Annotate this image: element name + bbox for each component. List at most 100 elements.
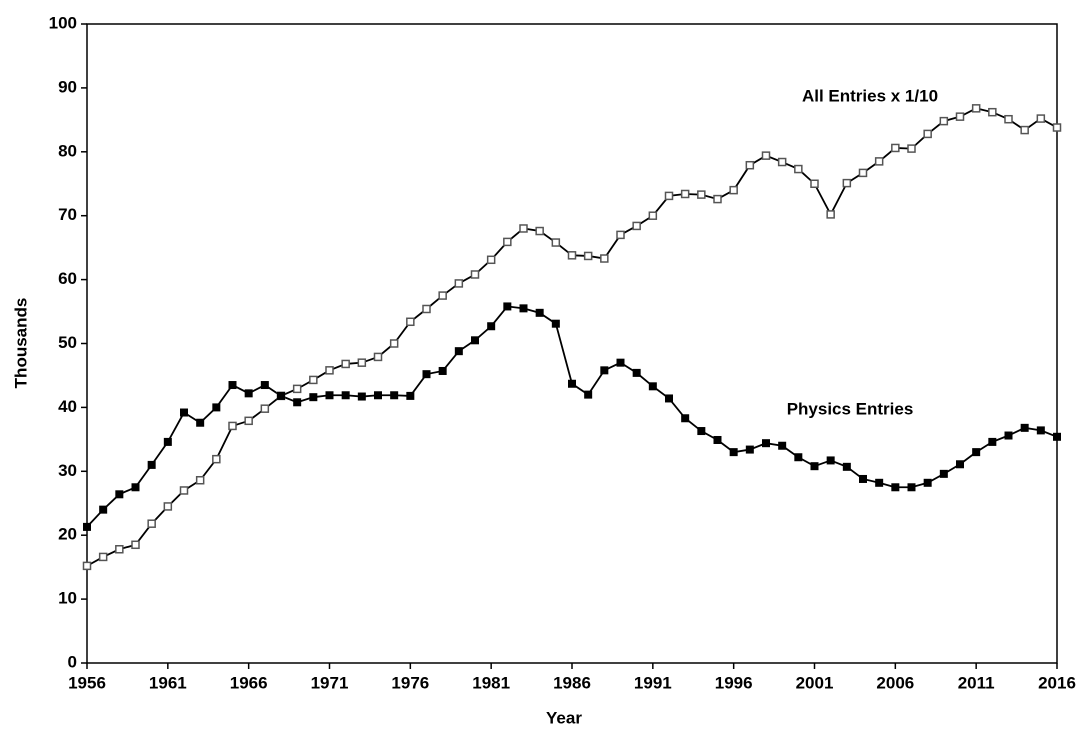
marker	[697, 427, 706, 436]
y-tick-label: 100	[49, 13, 77, 32]
x-tick-label: 1981	[472, 673, 510, 692]
marker	[422, 304, 431, 314]
marker	[341, 359, 350, 369]
x-tick-label: 2001	[796, 673, 834, 692]
marker	[503, 237, 512, 247]
y-tick-label: 80	[58, 141, 77, 160]
marker	[406, 391, 415, 400]
x-tick-label: 1991	[634, 673, 672, 692]
marker	[228, 381, 237, 390]
marker	[584, 390, 593, 399]
marker	[794, 453, 803, 462]
marker	[535, 308, 544, 317]
marker	[875, 478, 884, 487]
marker	[971, 104, 981, 113]
plot-frame	[86, 23, 1058, 664]
series-label: Physics Entries	[787, 399, 914, 418]
marker	[422, 370, 431, 379]
marker	[923, 478, 932, 487]
marker	[697, 190, 706, 199]
y-tick-label: 50	[58, 333, 77, 352]
marker	[939, 469, 948, 478]
marker	[83, 522, 91, 531]
marker	[1020, 423, 1029, 432]
marker	[874, 157, 884, 166]
marker	[891, 483, 900, 492]
marker	[487, 322, 496, 331]
x-tick-label: 1996	[715, 673, 753, 692]
marker	[438, 366, 447, 375]
marker	[600, 366, 609, 375]
y-tick-label: 0	[68, 652, 77, 671]
marker	[293, 398, 302, 407]
marker	[939, 116, 949, 126]
marker	[196, 418, 205, 427]
marker	[277, 391, 285, 400]
marker	[1004, 431, 1013, 440]
marker	[99, 505, 108, 514]
x-tick-label: 2011	[958, 673, 995, 692]
marker	[470, 270, 480, 279]
y-tick-label: 10	[58, 589, 77, 608]
marker	[82, 561, 92, 571]
marker	[454, 279, 464, 288]
marker	[616, 358, 625, 367]
marker	[519, 304, 528, 313]
marker	[988, 437, 997, 446]
marker	[309, 375, 318, 385]
marker	[180, 408, 188, 417]
y-tick-label: 90	[58, 77, 77, 96]
marker	[406, 317, 415, 327]
marker	[373, 352, 383, 362]
marker	[859, 474, 867, 483]
marker	[1053, 432, 1061, 441]
marker	[147, 460, 156, 469]
marker	[745, 160, 755, 170]
marker	[713, 435, 722, 444]
marker	[664, 191, 674, 201]
x-tick-label: 1976	[391, 673, 429, 692]
marker	[810, 179, 819, 188]
marker	[956, 460, 964, 469]
marker	[1036, 426, 1045, 435]
marker	[163, 502, 173, 511]
marker	[632, 368, 641, 377]
y-tick-label: 20	[58, 525, 77, 544]
marker	[681, 414, 690, 423]
marker	[680, 189, 690, 199]
marker	[777, 157, 787, 167]
marker	[389, 339, 399, 348]
marker	[325, 391, 334, 400]
marker	[195, 475, 205, 485]
marker	[454, 347, 463, 356]
marker	[1020, 125, 1029, 135]
y-tick-label: 60	[58, 269, 77, 288]
marker	[486, 255, 496, 265]
marker	[810, 462, 819, 471]
marker	[292, 384, 302, 394]
marker	[648, 211, 658, 220]
marker	[147, 519, 156, 528]
x-tick-label: 1961	[149, 673, 187, 692]
marker	[1052, 123, 1062, 132]
marker	[212, 454, 221, 464]
marker	[503, 302, 512, 311]
marker	[98, 552, 108, 562]
marker	[131, 483, 140, 492]
marker	[826, 210, 835, 219]
y-tick-label: 70	[58, 205, 77, 224]
marker	[244, 416, 253, 426]
marker	[794, 164, 803, 174]
marker	[729, 185, 738, 195]
marker	[600, 254, 609, 263]
marker	[325, 366, 334, 375]
marker	[568, 379, 576, 388]
marker	[988, 107, 997, 117]
y-tick-label: 40	[58, 397, 77, 416]
marker	[842, 462, 851, 471]
x-tick-label: 2006	[876, 673, 914, 692]
marker	[131, 540, 140, 550]
marker	[648, 382, 657, 391]
marker	[583, 251, 593, 261]
